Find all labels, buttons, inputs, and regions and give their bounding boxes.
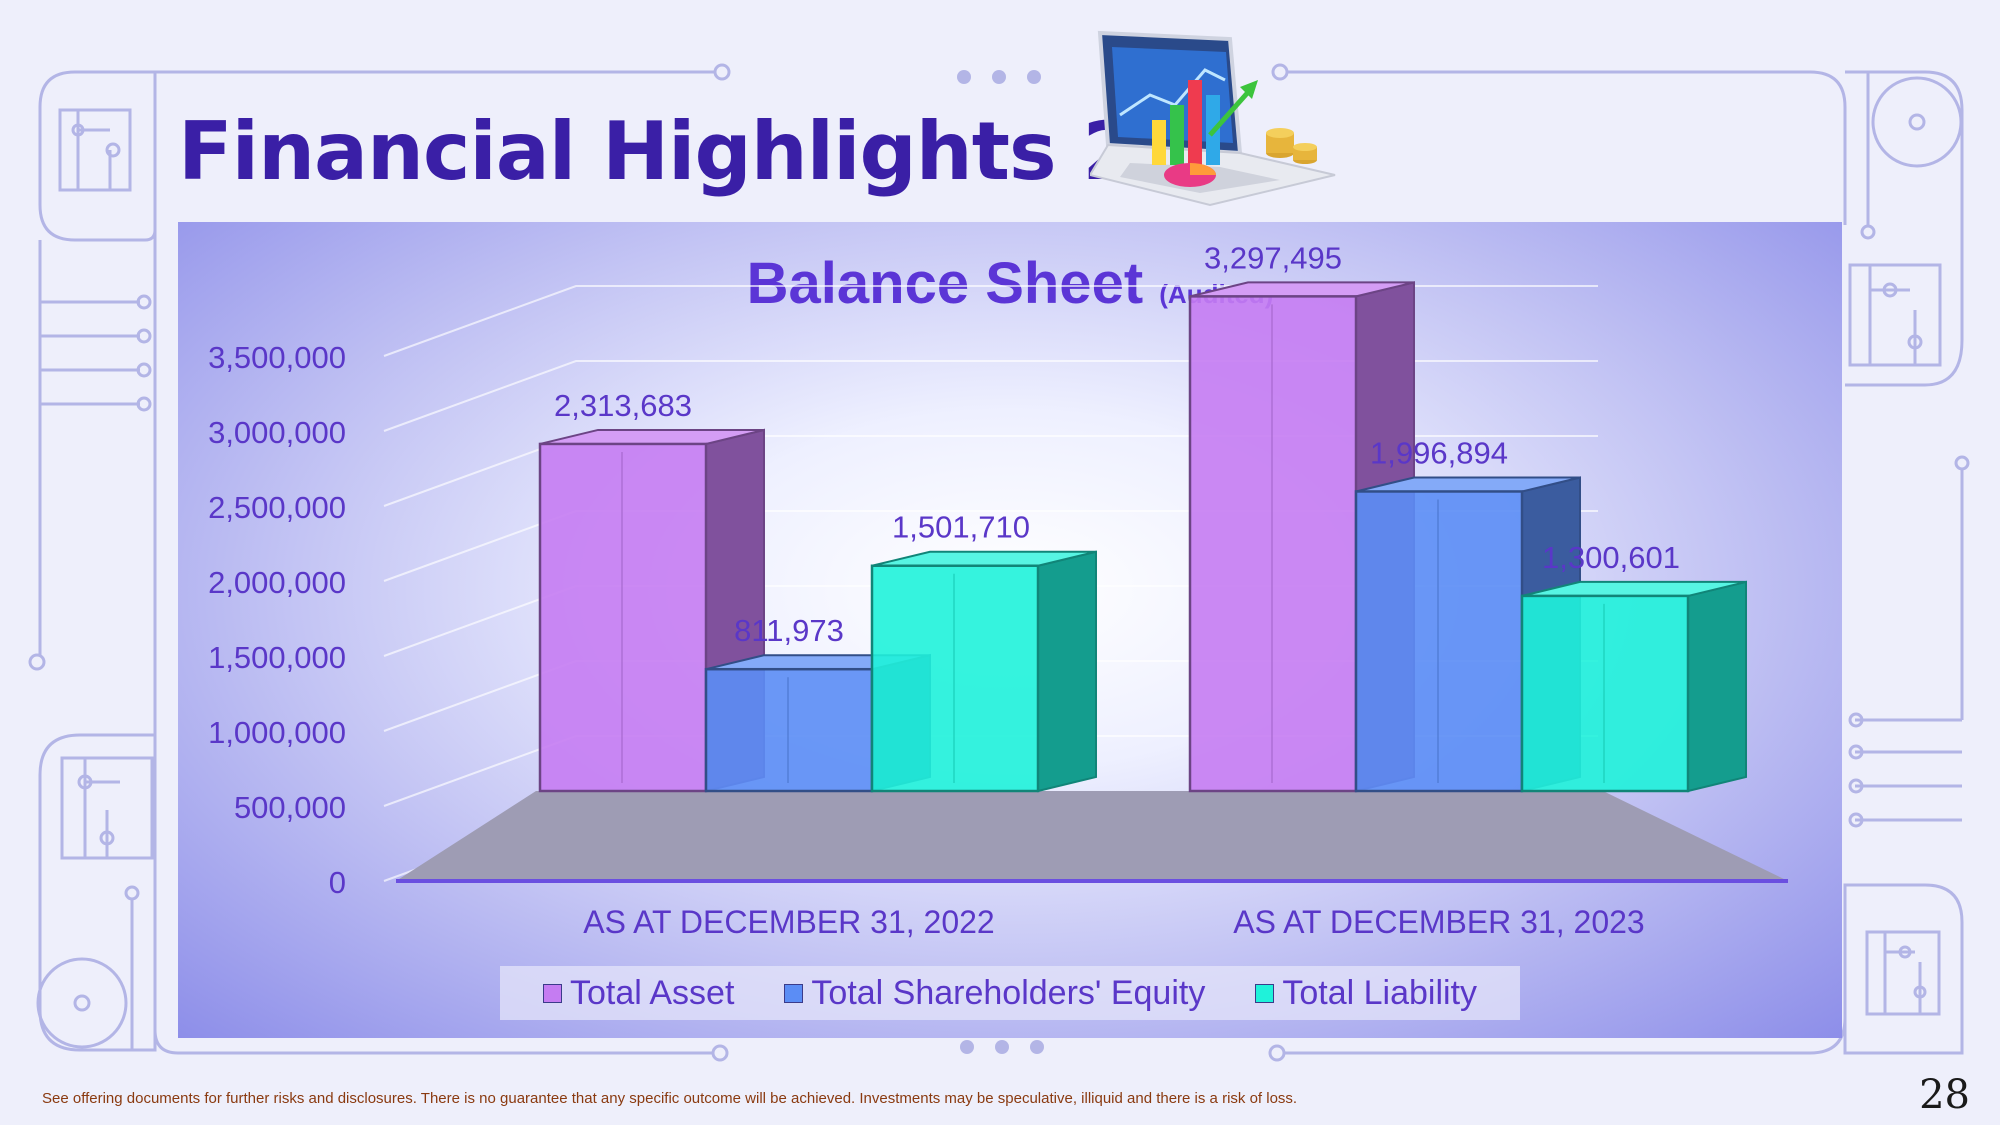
y-tick-label: 1,000,000 (208, 715, 346, 750)
legend-label: Total Asset (569, 973, 735, 1012)
legend-label: Total Liability (1282, 973, 1478, 1012)
legend-swatch (542, 983, 562, 1003)
y-tick-label: 2,500,000 (208, 490, 346, 525)
page-title: Financial Highlights 2 (178, 105, 1138, 198)
data-label: 1,300,601 (1542, 540, 1680, 575)
data-label: 811,973 (734, 613, 844, 648)
balance-sheet-chart: 0 500,000 1,000,000 1,500,000 2,000,000 2,500… (208, 240, 1788, 940)
legend-item: Total Liability (1255, 974, 1477, 1013)
legend-item: Total Shareholders' Equity (784, 974, 1205, 1013)
data-label: 3,297,495 (1204, 240, 1342, 275)
legend-swatch (1255, 983, 1275, 1003)
gridline (383, 285, 1598, 357)
y-tick-label: 500,000 (234, 790, 346, 825)
bar-side (1687, 580, 1747, 793)
chart-legend: Total Asset Total Shareholders' Equity Tot… (500, 966, 1520, 1020)
y-tick-label: 3,000,000 (208, 415, 346, 450)
data-label: 2,313,683 (554, 388, 692, 423)
legend-swatch (784, 983, 804, 1003)
chart-title-text: Balance Sheet (746, 251, 1144, 316)
chart-panel: Balance Sheet (Audited) 0500,0001,000,00… (178, 222, 1842, 1038)
legend-label: Total Shareholders' Equity (811, 973, 1206, 1012)
bar-side (1037, 550, 1097, 793)
legend-item: Total Asset (542, 973, 735, 1013)
y-tick-label: 1,500,000 (208, 640, 346, 675)
disclaimer-footer: See offering documents for further risks… (42, 1090, 1298, 1107)
laptop-chart-illustration (1090, 30, 1336, 207)
page-number: 28 (1919, 1072, 1970, 1118)
chart-floor (396, 791, 1788, 881)
y-tick-label: 3,500,000 (208, 340, 346, 375)
x-category-label: AS AT DECEMBER 31, 2022 (583, 904, 994, 940)
y-tick-label: 0 (329, 865, 346, 900)
data-label: 1,501,710 (892, 510, 1030, 545)
data-label: 1,996,894 (1370, 435, 1508, 470)
x-category-label: AS AT DECEMBER 31, 2023 (1233, 904, 1644, 940)
y-tick-label: 2,000,000 (208, 565, 346, 600)
